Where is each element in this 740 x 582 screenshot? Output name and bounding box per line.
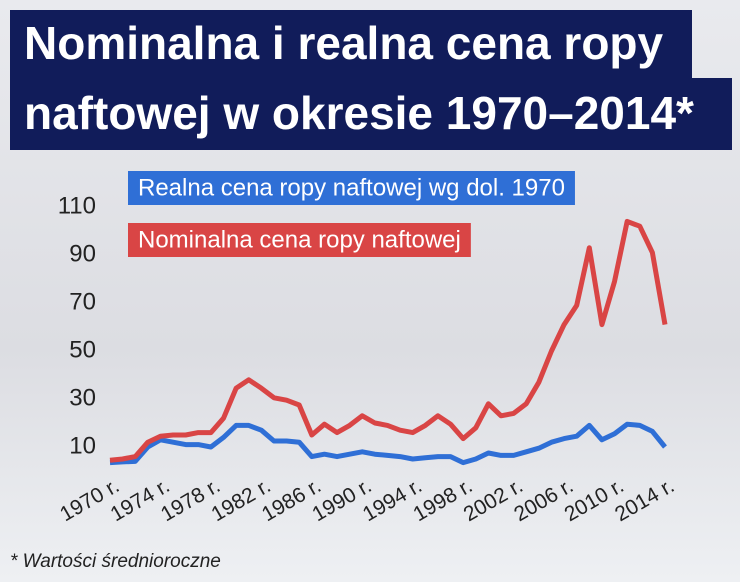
title-box: [10, 10, 692, 80]
series-line: [109, 421, 667, 466]
title-box: [10, 78, 732, 150]
x-tick-label: 2014 r.: [611, 474, 678, 526]
chart-title: naftowej w okresie 1970–2014*: [24, 87, 694, 139]
legend-label: Realna cena ropy naftowej wg dol. 1970: [138, 174, 565, 201]
legend-box: [128, 223, 471, 257]
footnote: * Wartości średnioroczne: [10, 551, 221, 572]
y-tick-label: 90: [69, 240, 96, 267]
y-tick-label: 10: [69, 432, 96, 459]
series-line: [109, 218, 668, 463]
legend-item: Realna cena ropy naftowej wg dol. 1970: [128, 171, 575, 205]
legend-item: Nominalna cena ropy naftowej: [128, 223, 471, 257]
y-tick-label: 70: [69, 288, 96, 315]
legend-box: [128, 171, 575, 205]
y-tick-label: 30: [69, 384, 96, 411]
legend-label: Nominalna cena ropy naftowej: [138, 226, 461, 253]
y-tick-label: 50: [69, 336, 96, 363]
chart-title: Nominalna i realna cena ropy: [24, 17, 664, 69]
y-tick-label: 110: [58, 192, 96, 219]
